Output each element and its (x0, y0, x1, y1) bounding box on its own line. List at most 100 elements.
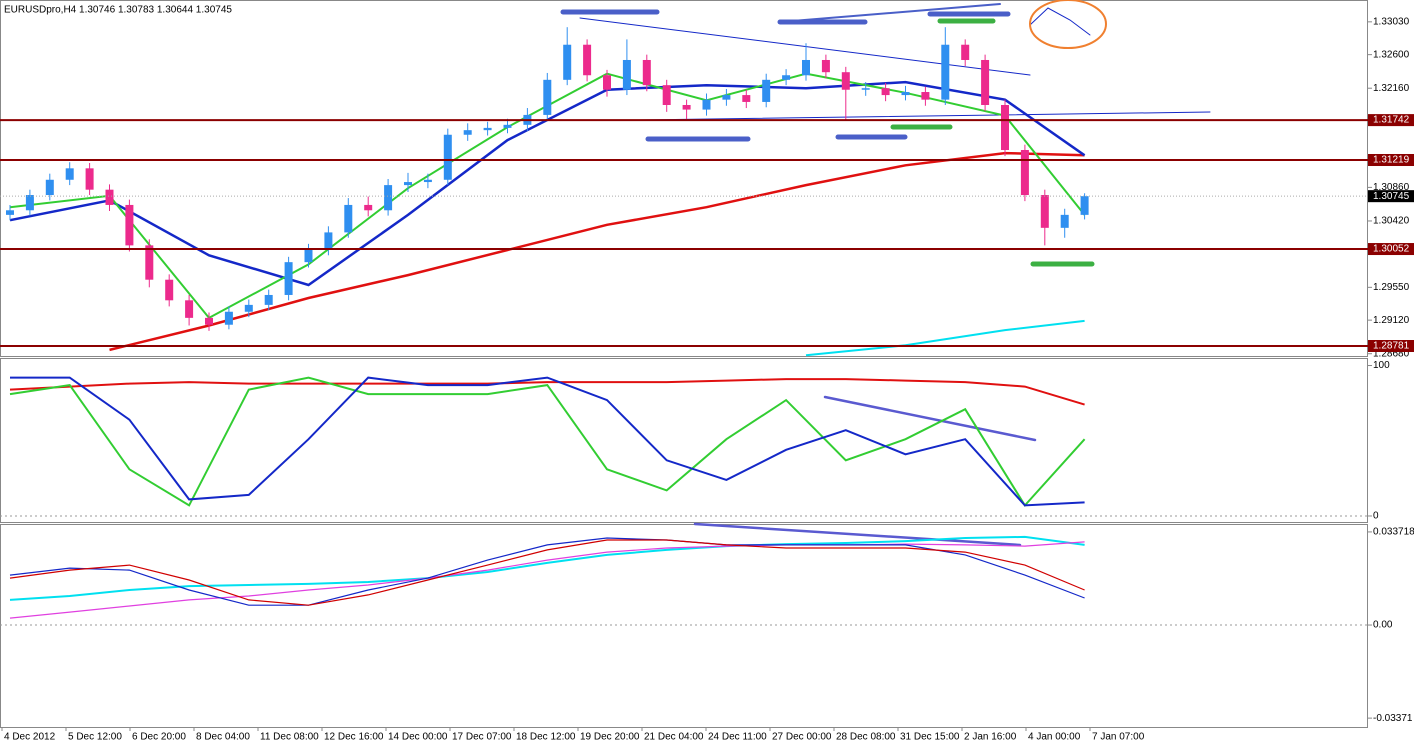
indicator-line (805, 319, 1085, 357)
level-label: 1.31742 (1373, 115, 1410, 126)
y-tick-label: 1.28680 (1373, 348, 1410, 359)
level-label-box (1368, 340, 1414, 353)
y-tick-label: -0.03371 (1373, 713, 1413, 724)
y-tick-label: 1.29120 (1373, 315, 1410, 326)
candle-body (1020, 150, 1029, 196)
candle-body (802, 59, 810, 76)
trend-line (779, 3, 1001, 23)
level-label: 1.30052 (1373, 244, 1410, 255)
x-tick-label: 12 Dec 16:00 (324, 732, 384, 743)
x-tick-label: 8 Dec 04:00 (196, 732, 250, 743)
y-tick-label: 1.32600 (1373, 49, 1410, 60)
indicator-line (9, 378, 1085, 406)
candle-body (65, 168, 74, 180)
candle-body (1001, 104, 1009, 151)
x-tick-label: 2 Jan 16:00 (964, 732, 1017, 743)
indicator-line (9, 376, 1086, 508)
candle-body (165, 279, 174, 301)
current-price-box (1368, 190, 1414, 203)
indicator-line (9, 541, 1085, 619)
candle-body (6, 210, 14, 215)
candle-body (742, 95, 751, 102)
candle-body (244, 304, 253, 312)
candle-body (284, 262, 293, 295)
y-tick-label: 0.00 (1373, 620, 1393, 631)
x-tick-label: 18 Dec 12:00 (516, 732, 576, 743)
candle-body (921, 92, 930, 100)
x-tick-label: 11 Dec 08:00 (260, 732, 319, 743)
candle-body (841, 72, 850, 90)
x-tick-label: 4 Jan 00:00 (1028, 732, 1081, 743)
candle-body (443, 134, 452, 180)
y-tick-label: 0 (1373, 511, 1379, 522)
trend-line (1029, 7, 1091, 36)
candle-body (404, 182, 412, 186)
candle-body (384, 185, 393, 211)
x-tick-label: 28 Dec 08:00 (836, 732, 896, 743)
candle-body (543, 79, 552, 115)
candle-body (364, 204, 373, 211)
candle-body (503, 124, 512, 128)
candle-body (25, 195, 34, 211)
indicator-line (9, 80, 1086, 287)
candle-body (762, 79, 771, 102)
indicator-line (109, 151, 1085, 352)
divergence-line (693, 522, 1022, 547)
divergence-line (823, 395, 1037, 442)
candle-body (642, 59, 651, 86)
indicator-line (10, 376, 1085, 507)
candle-body (125, 204, 134, 246)
x-tick-label: 27 Dec 00:00 (772, 732, 832, 743)
candle-body (722, 95, 731, 100)
candle-body (145, 245, 154, 280)
y-tick-label: 0.033718 (1373, 527, 1414, 538)
y-tick-label: 100 (1373, 360, 1390, 371)
candle-body (782, 75, 791, 80)
y-tick-label: 1.32160 (1373, 83, 1410, 94)
indicator-line (9, 539, 1085, 606)
candle-body (224, 311, 233, 325)
candle-body (304, 249, 313, 263)
x-tick-label: 17 Dec 07:00 (452, 732, 512, 743)
x-tick-label: 6 Dec 20:00 (132, 732, 186, 743)
level-label-box (1368, 114, 1414, 127)
candle-body (583, 44, 592, 76)
candle-body (563, 44, 572, 80)
candle-body (1040, 195, 1049, 228)
x-tick-label: 5 Dec 12:00 (68, 732, 122, 743)
candle-body (981, 59, 990, 105)
candle-body (682, 104, 691, 110)
x-tick-label: 4 Dec 2012 (4, 732, 56, 743)
header: EURUSDpro,H4 1.30746 1.30783 1.30644 1.3… (4, 5, 232, 16)
current-price-label: 1.30745 (1373, 191, 1410, 202)
trend-line (579, 17, 1031, 76)
candle-body (702, 99, 711, 110)
macd-panel (0, 524, 1368, 728)
candle-body (324, 232, 333, 250)
candle-body (344, 204, 353, 233)
candle-body (85, 168, 94, 190)
x-tick-label: 21 Dec 04:00 (644, 732, 704, 743)
highlight-ellipse (1029, 0, 1107, 49)
level-label-box (1368, 154, 1414, 167)
indicator-line (9, 537, 1085, 606)
candle-body (901, 92, 910, 96)
candle-body (483, 127, 492, 131)
level-label: 1.28781 (1373, 341, 1410, 352)
candle-body (264, 294, 273, 305)
candle-body (463, 130, 472, 135)
level-label: 1.31219 (1373, 155, 1410, 166)
trend-line (639, 111, 1211, 121)
oscillator-panel (0, 358, 1368, 523)
candle-body (881, 88, 890, 96)
x-tick-label: 14 Dec 00:00 (388, 732, 448, 743)
candle-body (1060, 214, 1069, 228)
candle-body (662, 85, 671, 105)
y-tick-label: 1.33030 (1373, 16, 1410, 27)
candle-body (622, 59, 631, 90)
main-panel (0, 0, 1368, 357)
y-tick-label: 1.29550 (1373, 282, 1410, 293)
candle-body (185, 300, 194, 318)
candle-body (603, 75, 611, 90)
